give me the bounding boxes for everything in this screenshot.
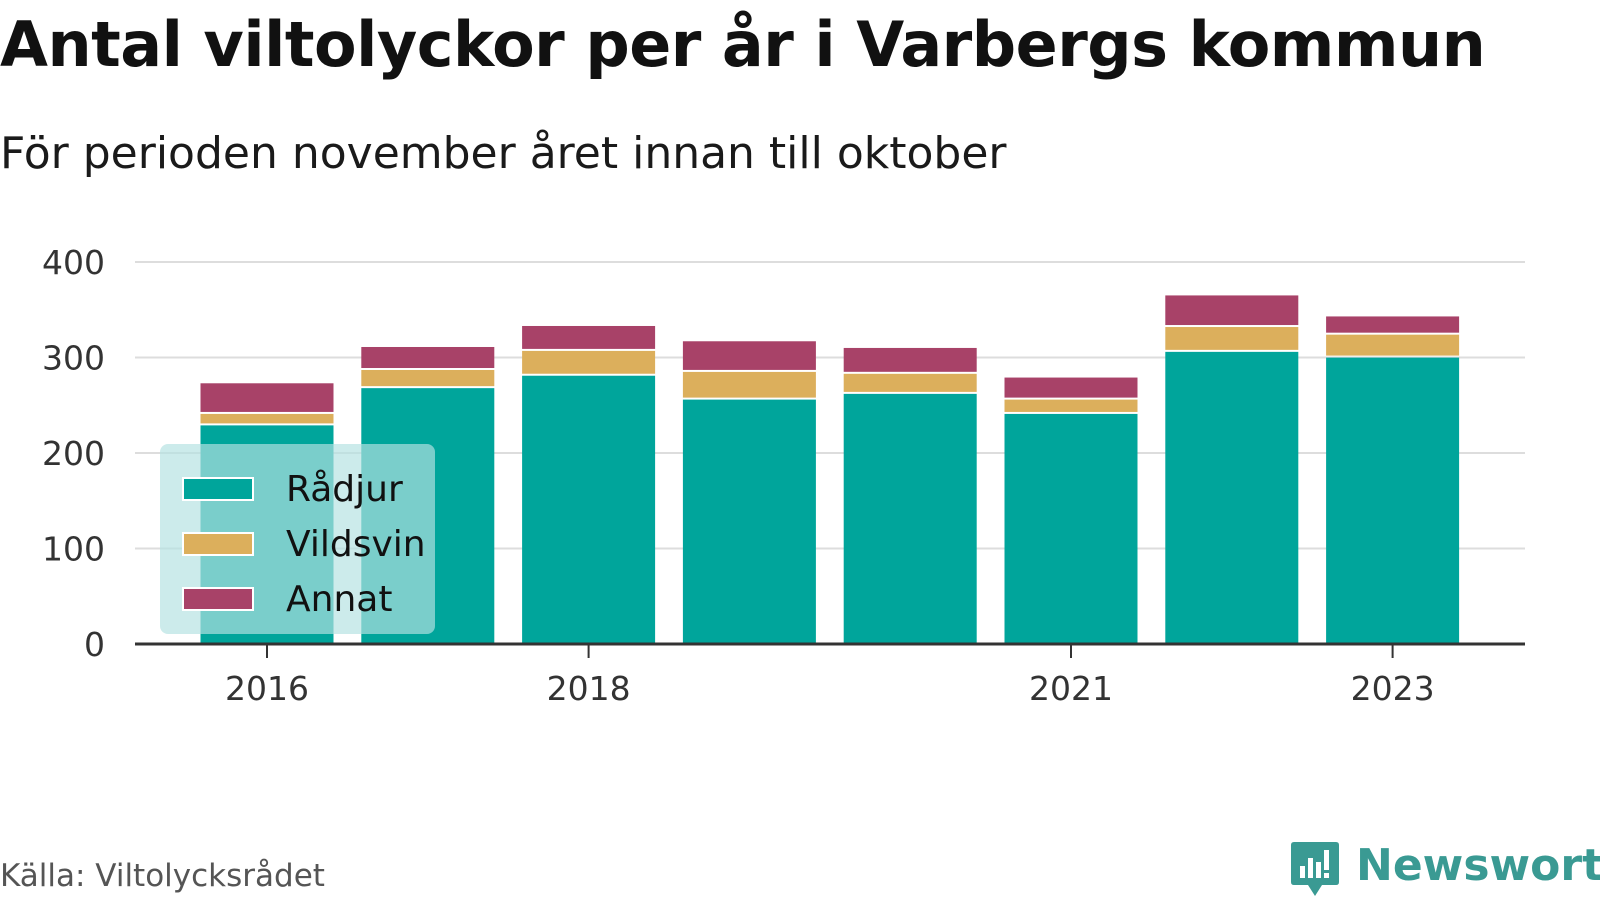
- legend-swatch-radjur: [182, 477, 254, 501]
- bar-2017-annat: [361, 346, 495, 369]
- bar-2018-radjur: [522, 375, 656, 644]
- bar-2016-vildsvin: [200, 413, 334, 424]
- legend: Rådjur Vildsvin Annat: [160, 444, 435, 634]
- x-tick-label-2016: 2016: [225, 669, 309, 708]
- bar-2019-vildsvin: [682, 371, 816, 398]
- bar-2021-annat: [1004, 377, 1138, 398]
- chart-title: Antal viltolyckor per år i Varbergs komm…: [0, 8, 1486, 81]
- bar-2018-annat: [522, 325, 656, 349]
- bar-2022-radjur: [1165, 351, 1299, 644]
- legend-label-vildsvin: Vildsvin: [286, 523, 426, 565]
- bar-2018-vildsvin: [522, 350, 656, 374]
- chart-subtitle: För perioden november året innan till ok…: [0, 128, 1007, 179]
- bar-2023-vildsvin: [1326, 334, 1460, 356]
- y-tick-label-0: 0: [84, 625, 105, 664]
- bar-2019-radjur: [682, 399, 816, 644]
- legend-label-radjur: Rådjur: [286, 468, 403, 510]
- source-note: Källa: Viltolycksrådet: [0, 858, 325, 894]
- bar-2019-annat: [682, 341, 816, 370]
- newsworthy-logo-text: Newsworthy: [1356, 840, 1600, 891]
- legend-swatch-annat: [182, 587, 254, 611]
- bar-2021-radjur: [1004, 413, 1138, 644]
- bar-2022-annat: [1165, 295, 1299, 326]
- legend-item-radjur: Rådjur: [182, 468, 403, 510]
- bar-2023-radjur: [1326, 357, 1460, 644]
- legend-label-annat: Annat: [286, 578, 393, 620]
- bar-2020-annat: [843, 347, 977, 372]
- y-tick-label-300: 300: [42, 339, 105, 378]
- bar-2022-vildsvin: [1165, 327, 1299, 350]
- y-tick-label-200: 200: [42, 434, 105, 473]
- y-tick-label-100: 100: [42, 530, 105, 569]
- legend-item-annat: Annat: [182, 578, 393, 620]
- legend-item-vildsvin: Vildsvin: [182, 523, 426, 565]
- y-tick-label-400: 400: [42, 243, 105, 282]
- x-tick-label-2021: 2021: [1029, 669, 1113, 708]
- newsworthy-logo-icon: [1291, 842, 1339, 896]
- bar-2020-vildsvin: [843, 373, 977, 392]
- bar-2017-vildsvin: [361, 370, 495, 387]
- x-tick-label-2018: 2018: [547, 669, 631, 708]
- bar-2020-radjur: [843, 393, 977, 644]
- bar-2021-vildsvin: [1004, 399, 1138, 412]
- x-tick-label-2023: 2023: [1351, 669, 1435, 708]
- bar-2023-annat: [1326, 316, 1460, 333]
- legend-swatch-vildsvin: [182, 532, 254, 556]
- newsworthy-logo[interactable]: Newsworthy: [1290, 840, 1600, 900]
- bar-2016-annat: [200, 383, 334, 412]
